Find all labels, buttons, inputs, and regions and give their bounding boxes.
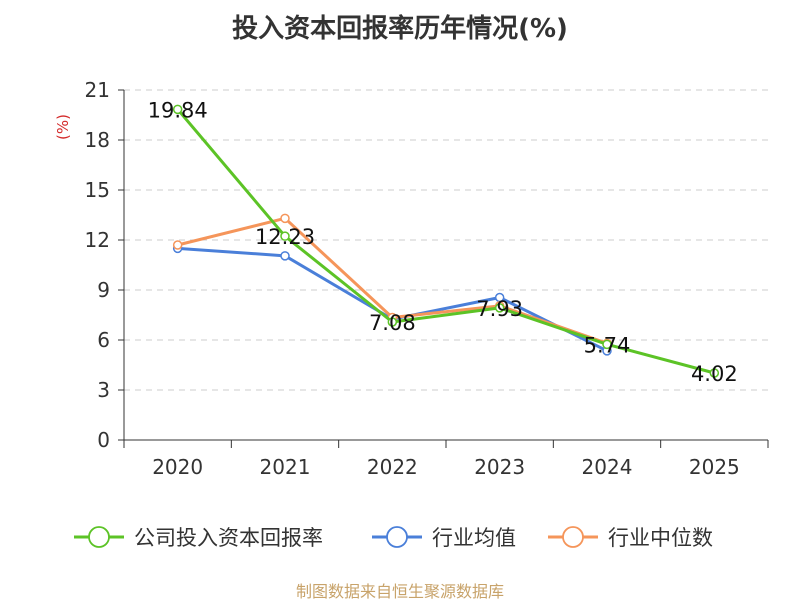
y-tick-label: 9 [97, 278, 110, 302]
data-point [280, 251, 290, 261]
data-point [280, 213, 290, 224]
chart-title: 投入资本回报率历年情况(%) [232, 14, 568, 44]
legend-label: 公司投入资本回报率 [134, 526, 323, 550]
series-line-0 [176, 108, 715, 375]
legend-item-2[interactable]: 行业中位数 [548, 526, 713, 550]
data-labels: 19.84 12.23 7.08 7.93 5.74 4.02 [148, 98, 738, 386]
legend-marker [562, 526, 584, 548]
data-label: 4.02 [691, 362, 738, 386]
y-tick-label: 18 [85, 128, 110, 152]
data-label: 19.84 [148, 98, 208, 122]
x-tick-label: 2025 [689, 455, 740, 479]
x-tick-label: 2022 [367, 455, 418, 479]
legend-marker [88, 526, 110, 548]
data-label: 12.23 [255, 225, 315, 249]
series-line-1 [177, 246, 608, 353]
gridlines [124, 89, 768, 391]
data-point [172, 240, 183, 250]
legend-item-1[interactable]: 行业均值 [372, 526, 516, 550]
x-tick-label: 2020 [152, 455, 203, 479]
y-tick-label: 21 [85, 78, 110, 102]
axes: 0 3 6 9 12 15 18 21 2020 2021 2022 2023 2024 2025 [85, 78, 769, 479]
data-point [602, 339, 612, 350]
x-tick-label: 2024 [582, 455, 633, 479]
y-tick-label: 6 [97, 328, 110, 352]
y-tick-label: 3 [97, 378, 110, 402]
legend-label: 行业中位数 [608, 526, 713, 550]
y-tick-label: 0 [97, 428, 110, 452]
data-point [387, 317, 398, 327]
source-note: 制图数据来自恒生聚源数据库 [295, 582, 504, 601]
data-label: 7.08 [369, 311, 416, 335]
legend-label: 行业均值 [432, 526, 516, 550]
series-group [172, 104, 720, 378]
data-point [280, 231, 290, 241]
y-tick-label: 15 [85, 178, 110, 202]
data-point [172, 104, 183, 115]
data-label: 5.74 [584, 333, 631, 357]
data-point [709, 368, 720, 378]
y-tick-label: 12 [85, 228, 110, 252]
x-tick-label: 2023 [474, 455, 525, 479]
data-point [494, 303, 505, 313]
legend: 公司投入资本回报率 行业均值 行业中位数 [74, 526, 713, 550]
legend-marker [386, 526, 408, 548]
x-tick-label: 2021 [260, 455, 311, 479]
legend-item-0[interactable]: 公司投入资本回报率 [74, 526, 323, 550]
y-axis-label: (%) [54, 114, 72, 140]
data-label: 7.93 [476, 297, 523, 321]
